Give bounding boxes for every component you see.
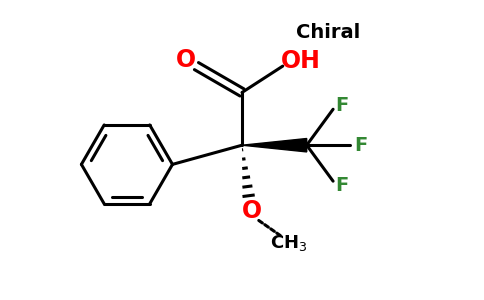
Text: O: O — [176, 48, 196, 72]
Text: OH: OH — [281, 49, 321, 73]
Text: F: F — [354, 136, 367, 155]
Text: F: F — [335, 96, 348, 116]
Polygon shape — [242, 139, 307, 152]
Text: CH$_3$: CH$_3$ — [270, 233, 307, 253]
Text: Chiral: Chiral — [296, 23, 361, 42]
Text: O: O — [242, 199, 262, 223]
Text: F: F — [335, 176, 348, 196]
